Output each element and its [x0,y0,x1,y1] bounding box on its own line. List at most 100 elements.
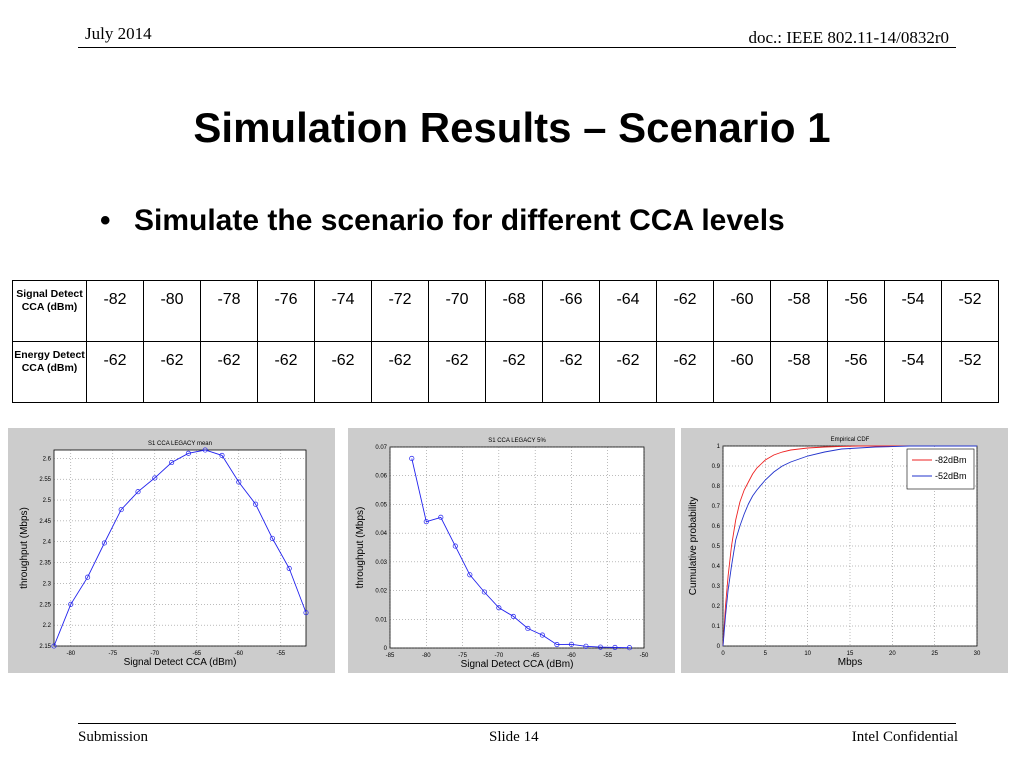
table-row: Signal Detect CCA (dBm) -82 -80 -78 -76 … [12,280,999,342]
data-point [438,514,444,520]
data-point [481,589,487,595]
chart-panel-5pct: S1 CCA LEGACY 5% -85 -80 -75 -70 -65 -60 -55 -50… [348,428,675,673]
data-point [118,507,124,513]
data-point [568,641,574,647]
table-cell: -62 [200,341,258,403]
table-cell: -62 [86,341,144,403]
y-tick-label: 0.3 [712,584,721,590]
y-tick-label: 2.55 [39,477,51,483]
data-point [626,645,633,651]
table-cell: -54 [884,280,942,342]
y-tick-label: 0.2 [712,604,721,610]
y-tick-label: 0.9 [712,464,721,470]
x-tick-label: -65 [192,651,201,657]
data-point [612,644,618,650]
table-cell: -72 [371,280,429,342]
table-cell: -62 [656,280,714,342]
data-point [135,489,141,495]
y-tick-label: 0.07 [375,445,387,451]
y-tick-label: 2.15 [39,644,51,650]
table-cell: -82 [86,280,144,342]
table-cell: -58 [770,280,828,342]
chart-5pct-throughput: S1 CCA LEGACY 5% -85 -80 -75 -70 -65 -60 -55 -50… [355,438,649,670]
data-point [510,613,516,619]
plot-area [389,446,645,649]
legend-label: -82dBm [935,455,967,465]
data-point [583,643,589,649]
y-tick-label: 1 [717,444,721,450]
series-line [722,445,977,647]
y-tick-label: 2.4 [43,540,52,546]
table-cell: -62 [428,341,486,403]
table-cell: -56 [827,280,885,342]
table-cell: -52 [941,341,999,403]
row-header-signal-detect: Signal Detect CCA (dBm) [12,280,87,342]
data-point [101,540,107,546]
data-point [236,479,242,485]
x-tick-label: -75 [458,653,467,659]
x-tick-label: -55 [276,651,285,657]
x-tick-label: -80 [66,651,75,657]
y-tick-label: 0.6 [712,524,721,530]
chart-panel-mean: S1 CCA LEGACY mean -80 -75 -70 -65 -60 -55 2.15… [8,428,335,673]
series-line [53,449,307,647]
x-axis-label: Signal Detect CCA (dBm) [461,659,574,670]
table-cell: -80 [143,280,201,342]
x-tick-label: 20 [889,651,896,657]
table-cell: -62 [143,341,201,403]
x-tick-label: 15 [847,651,854,657]
y-tick-label: 0.1 [712,624,721,630]
x-tick-label: 0 [721,651,725,657]
header-rule [78,47,956,48]
footer-rule [78,723,956,724]
table-cell: -68 [485,280,543,342]
table-cell: -62 [371,341,429,403]
table-cell: -70 [428,280,486,342]
x-tick-label: 10 [804,651,811,657]
table-cell: -58 [770,341,828,403]
x-tick-label: -50 [640,653,649,659]
table-cell: -62 [656,341,714,403]
y-tick-label: 0.01 [375,617,387,623]
data-point [452,543,458,549]
table-cell: -60 [713,280,771,342]
data-point [423,519,429,525]
y-tick-label: 0 [384,646,388,652]
footer-submission: Submission [78,729,149,745]
x-tick-label: -80 [422,653,431,659]
footer-slide-number: Slide 14 [489,729,539,745]
x-tick-label: -75 [108,651,117,657]
table-cell: -52 [941,280,999,342]
x-tick-label: 30 [974,651,981,657]
table-cell: -66 [542,280,600,342]
y-tick-label: 0.5 [712,544,721,550]
y-tick-label: 2.45 [39,519,51,525]
table-cell: -62 [314,341,372,403]
data-point [169,459,175,466]
y-tick-label: 0 [717,644,721,650]
y-tick-label: 2.6 [43,456,52,462]
bullet-item: • Simulate the scenario for different CCA… [100,204,785,238]
y-tick-label: 0.4 [712,564,721,570]
legend-box [906,448,975,490]
chart-empirical-cdf: Empirical CDF 0 5 10 15 20 25 30 0 0.1 0.2 0.3 0.4 0.… [688,437,981,668]
data-point [185,450,191,456]
y-axis-label: throughput (Mbps) [19,507,30,589]
y-tick-label: 0.8 [712,484,721,490]
x-axis-label: Signal Detect CCA (dBm) [124,657,237,668]
bullet-text: Simulate the scenario for different CCA … [134,204,785,237]
data-point [85,574,91,580]
data-point [152,475,158,481]
bullet-marker: • [100,204,111,237]
table-cell: -62 [599,341,657,403]
series-line [411,458,630,649]
data-point [253,501,259,507]
x-tick-label: 25 [931,651,938,657]
table-cell: -74 [314,280,372,342]
y-tick-label: 0.06 [375,474,387,480]
y-axis-label: Cumulative probability [688,497,699,595]
plot-area [53,449,307,647]
table-cell: -64 [599,280,657,342]
data-point [269,535,275,541]
table-cell: -76 [257,280,315,342]
